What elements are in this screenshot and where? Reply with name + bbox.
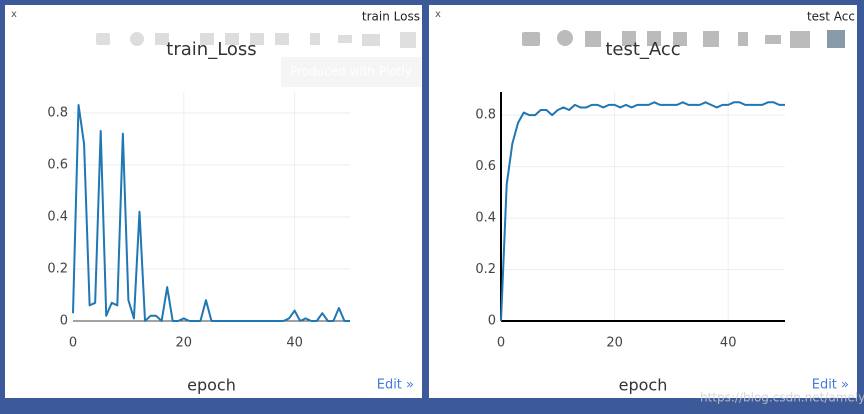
toolbar: [96, 32, 416, 48]
chart-title: train_Loss: [166, 39, 256, 60]
close-button[interactable]: x: [435, 9, 441, 20]
y-tick-label: 0.8: [475, 108, 496, 123]
y-tick-label: 0: [60, 314, 68, 329]
y-tick-label: 0.6: [475, 159, 496, 174]
line: [72, 104, 350, 322]
y-tick-label: 0: [488, 314, 496, 329]
x-tick-label: 0: [69, 336, 77, 351]
line: [500, 101, 785, 322]
chart-title: test_Acc: [605, 39, 680, 60]
toolbar: [522, 30, 845, 48]
x-tick-label: 0: [497, 336, 505, 351]
x-tick-label: 20: [606, 336, 623, 351]
edit-link[interactable]: Edit »: [812, 378, 849, 393]
window-title: train Loss: [362, 10, 420, 24]
edit-link[interactable]: Edit »: [377, 378, 414, 393]
y-tick-label: 0.4: [475, 211, 496, 226]
tooltip-box: [281, 57, 421, 87]
y-tick-label: 0.2: [475, 262, 496, 277]
window-title: test Acc: [807, 10, 855, 24]
close-button[interactable]: x: [11, 9, 17, 20]
y-tick-label: 0.2: [47, 261, 68, 276]
x-tick-label: 40: [286, 336, 303, 351]
x-axis-label: epoch: [187, 376, 236, 395]
x-tick-label: 20: [176, 336, 193, 351]
tooltip: Produced with Plotly: [290, 65, 412, 79]
watermark: https://blog.csdn.net/amelylinux: [700, 391, 864, 405]
panel: [429, 5, 857, 398]
y-tick-label: 0.8: [47, 105, 68, 120]
x-tick-label: 40: [720, 336, 737, 351]
x-axis-label: epoch: [619, 376, 668, 395]
y-tick-label: 0.6: [47, 157, 68, 172]
y-tick-label: 0.4: [47, 209, 68, 224]
